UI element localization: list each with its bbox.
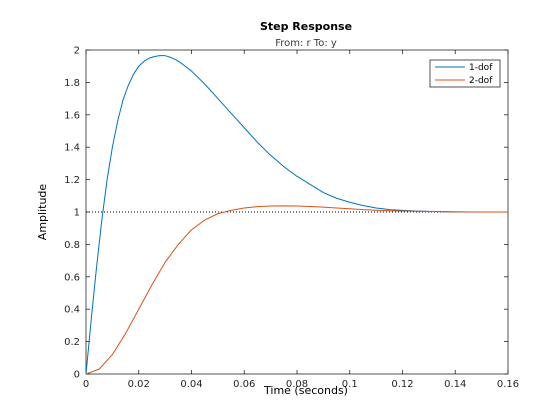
legend: 1-dof 2-dof [429, 59, 501, 88]
x-tick-label: 0.1 [342, 379, 358, 390]
y-tick-label: 0.8 [64, 240, 80, 251]
x-axis-label: Time (seconds) [263, 384, 348, 397]
series-line-1-dof [85, 55, 469, 375]
chart-subtitle: From: r To: y [275, 38, 337, 49]
legend-label-2-dof: 2-dof [469, 76, 493, 86]
x-tick-label: 0.16 [497, 379, 519, 390]
y-tick-label: 1.4 [64, 143, 80, 154]
x-tick-label: 0.04 [180, 379, 202, 390]
x-tick-label: 0.14 [444, 379, 466, 390]
y-axis-label: Amplitude [36, 184, 49, 241]
series-lines [85, 55, 508, 375]
x-tick-label: 0 [83, 379, 89, 390]
series-line-2-dof [85, 205, 508, 375]
y-tick-label: 0 [74, 370, 80, 381]
axis-ticks: 0 0.02 0.04 0.06 0.08 0.1 0.12 0.14 0.16 0 0.2 0.4 0… [64, 46, 519, 391]
y-tick-label: 1 [74, 208, 80, 219]
legend-label-1-dof: 1-dof [469, 63, 493, 73]
x-tick-label: 0.02 [128, 379, 150, 390]
y-tick-label: 1.6 [64, 110, 80, 121]
legend-box [429, 59, 501, 88]
y-tick-label: 2 [74, 46, 80, 57]
x-tick-label: 0.08 [286, 379, 308, 390]
x-tick-label: 0.12 [391, 379, 413, 390]
y-tick-label: 0.4 [64, 305, 80, 316]
y-tick-label: 1.8 [64, 78, 80, 89]
y-tick-label: 1.2 [64, 175, 80, 186]
y-tick-label: 0.2 [64, 337, 80, 348]
x-tick-label: 0.06 [233, 379, 255, 390]
chart-title: Step Response [260, 20, 352, 33]
y-tick-label: 0.6 [64, 272, 80, 283]
